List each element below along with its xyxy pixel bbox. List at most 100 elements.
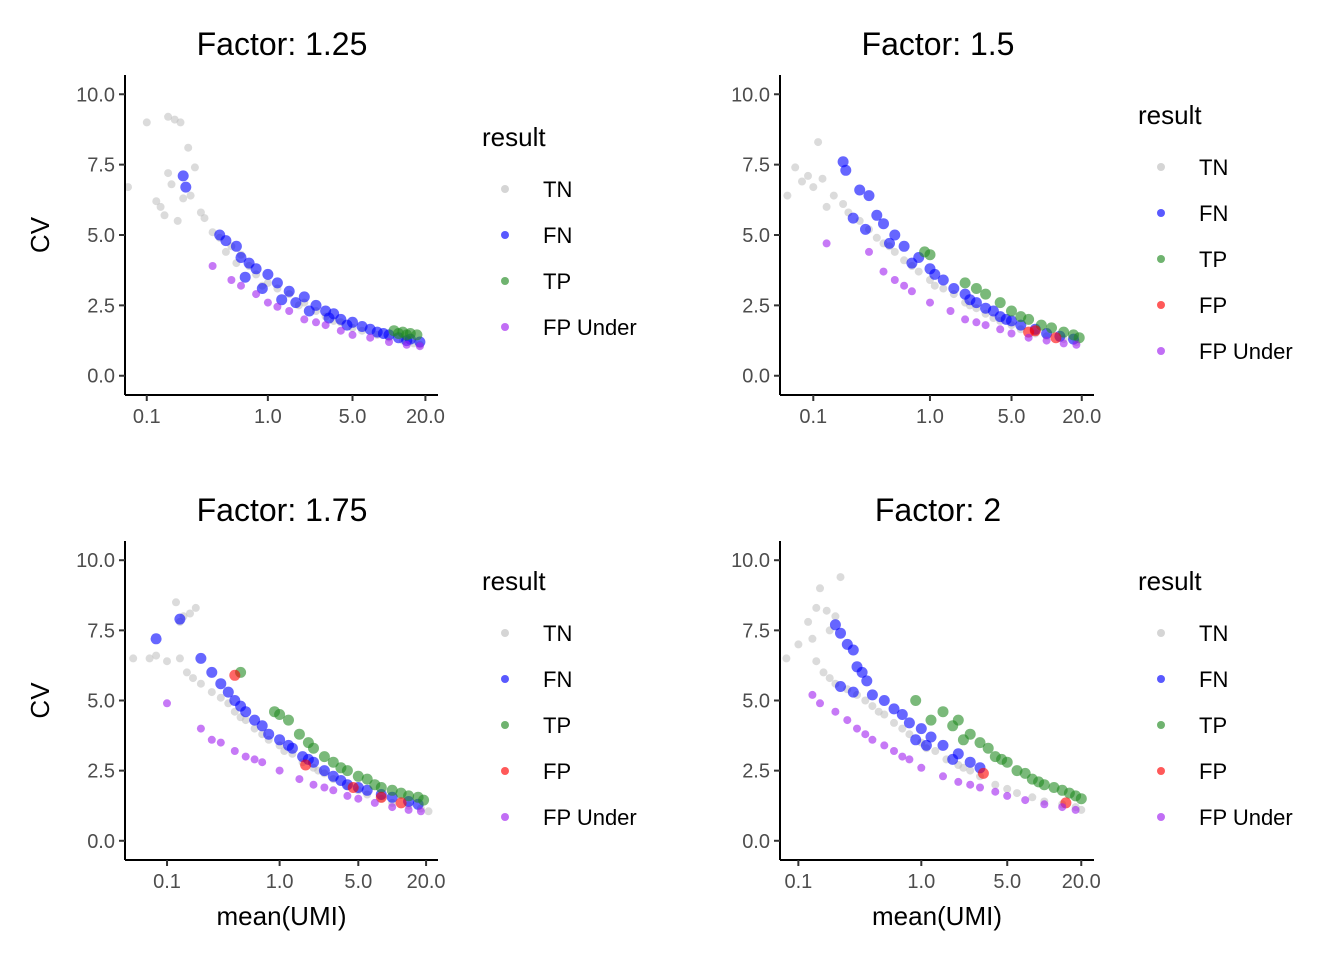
- x-tick-label: 0.1: [799, 406, 827, 428]
- data-point: [931, 747, 940, 755]
- panel-1: Factor: 1.25 0.0 2.5 5.0 7.5 10.0 0.1 1.0 5.0 20.…: [25, 26, 637, 428]
- y-axis-label: CV: [25, 216, 55, 253]
- data-point: [215, 678, 227, 690]
- data-point: [176, 118, 185, 127]
- data-point: [375, 791, 387, 803]
- data-point: [393, 328, 404, 339]
- data-point: [189, 674, 197, 683]
- data-point: [1058, 326, 1070, 338]
- data-point: [1075, 793, 1087, 805]
- legend-label: FP Under: [1199, 805, 1293, 830]
- data-point: [937, 274, 949, 286]
- data-point: [239, 271, 251, 283]
- data-point: [1015, 319, 1027, 331]
- data-point: [812, 657, 821, 666]
- data-point: [865, 247, 873, 256]
- series-fp-under: [163, 699, 425, 816]
- data-point: [974, 737, 986, 749]
- data-point: [180, 181, 192, 193]
- data-point: [283, 285, 295, 297]
- legend-label: TN: [543, 177, 572, 202]
- y-tick-label: 2.5: [87, 761, 115, 783]
- data-point: [290, 297, 302, 309]
- data-point: [1029, 325, 1041, 337]
- x-tick-label: 1.0: [266, 871, 294, 893]
- data-point: [129, 654, 138, 663]
- data-point: [370, 798, 379, 807]
- y-tick-label: 0.0: [742, 831, 770, 853]
- data-point: [840, 164, 852, 176]
- legend-label: TP: [543, 269, 571, 294]
- data-point: [196, 679, 205, 688]
- data-point: [386, 784, 398, 796]
- y-tick-label: 7.5: [87, 620, 115, 642]
- scatter-points: [783, 138, 1085, 349]
- data-point: [861, 730, 870, 739]
- data-point: [809, 183, 818, 192]
- data-point: [818, 174, 827, 183]
- legend-key: [501, 629, 509, 637]
- data-point: [276, 294, 288, 306]
- data-point: [982, 742, 994, 754]
- panel-4: Factor: 2 0.0 2.5 5.0 7.5 10.0 0.1 1.0 5.0 20.0 me…: [731, 492, 1293, 931]
- legend-title: result: [1138, 566, 1202, 596]
- y-tick-label: 2.5: [742, 295, 770, 317]
- data-point: [1033, 776, 1045, 788]
- legend-key: [501, 721, 509, 729]
- data-point: [329, 786, 338, 795]
- legend-label: FP Under: [543, 805, 637, 830]
- data-point: [829, 619, 841, 631]
- y-tick-label: 7.5: [87, 155, 115, 177]
- data-point: [878, 695, 890, 706]
- data-point: [907, 287, 916, 296]
- data-point: [335, 775, 347, 786]
- data-point: [804, 171, 812, 180]
- legend-key: [1157, 675, 1165, 683]
- data-point: [1058, 803, 1067, 812]
- data-point: [163, 699, 171, 708]
- data-point: [1077, 805, 1086, 814]
- y-tick-label: 2.5: [742, 761, 770, 783]
- series-fn: [837, 156, 1079, 345]
- legend-key: [1157, 813, 1165, 821]
- data-point: [1072, 340, 1081, 349]
- data-point: [321, 321, 330, 330]
- legend-key: [1157, 209, 1165, 217]
- data-point: [221, 247, 230, 256]
- series-tn: [124, 112, 424, 349]
- data-point: [939, 284, 948, 293]
- data-point: [186, 191, 195, 200]
- data-point: [164, 112, 173, 121]
- x-tick-label: 0.1: [153, 871, 181, 893]
- data-point: [250, 263, 262, 275]
- legend-label: FN: [1199, 201, 1228, 226]
- data-point: [150, 633, 162, 645]
- y-tick-label: 10.0: [76, 84, 115, 106]
- data-point: [856, 666, 868, 678]
- series-tp: [919, 246, 1085, 344]
- data-point: [808, 634, 817, 643]
- data-point: [184, 143, 193, 152]
- data-point: [964, 294, 976, 306]
- data-point: [791, 163, 800, 172]
- data-point: [959, 763, 968, 772]
- panel-title: Factor: 1.5: [862, 26, 1015, 62]
- data-point: [250, 755, 259, 764]
- series-tn: [129, 598, 433, 816]
- data-point: [164, 169, 173, 178]
- data-point: [854, 184, 866, 196]
- legend-label: TP: [543, 713, 571, 738]
- data-point: [320, 783, 329, 792]
- data-point: [318, 751, 330, 763]
- data-point: [366, 333, 375, 342]
- data-point: [890, 747, 898, 755]
- legend: result TN FN TP FP FP Under: [1138, 100, 1293, 364]
- panel-2: Factor: 1.5 0.0 2.5 5.0 7.5 10.0 0.1 1.0 5.0 20.0…: [731, 26, 1293, 428]
- scatter-points: [782, 573, 1087, 814]
- x-tick-label: 0.1: [133, 406, 161, 428]
- data-point: [835, 627, 846, 639]
- data-point: [177, 170, 189, 182]
- data-point: [1046, 322, 1057, 334]
- data-point: [829, 191, 838, 200]
- x-tick-label: 5.0: [339, 406, 367, 428]
